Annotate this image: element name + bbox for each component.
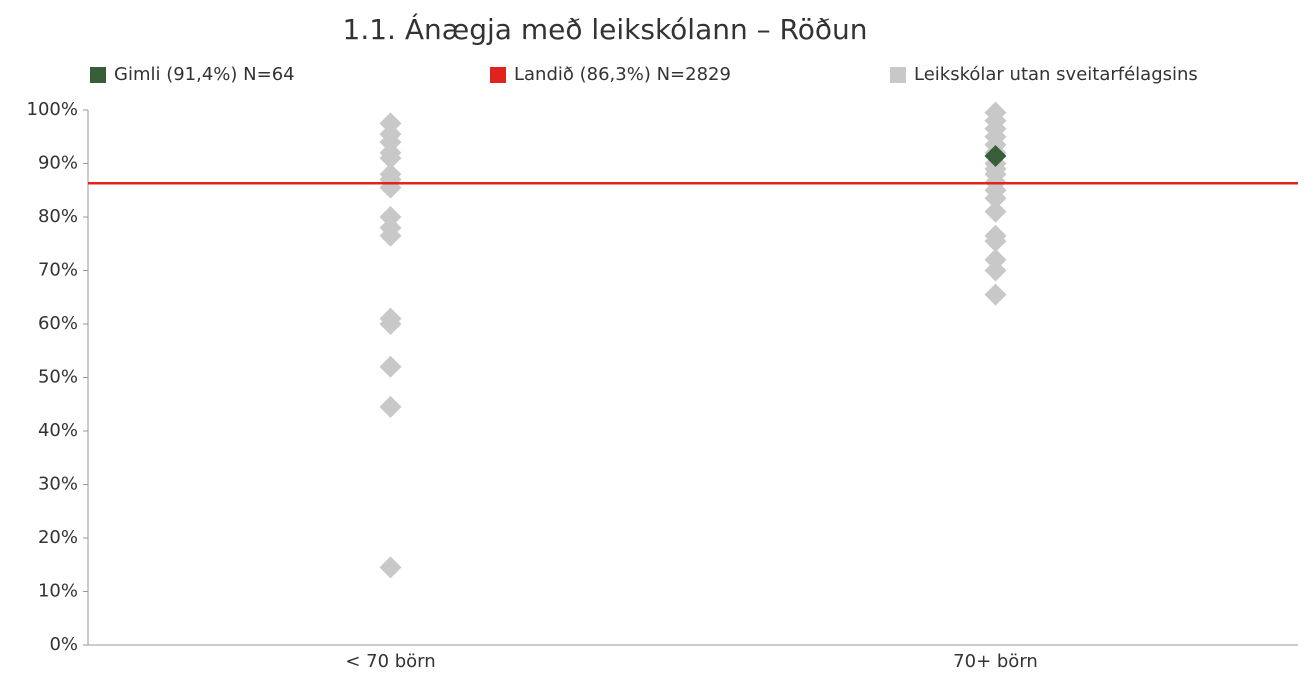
chart-title: 1.1. Ánægja með leikskólann – Röðun xyxy=(343,12,868,46)
y-tick-label: 100% xyxy=(27,99,78,120)
legend-label: Leikskólar utan sveitarfélagsins xyxy=(914,64,1198,85)
y-tick-label: 70% xyxy=(38,260,78,281)
point xyxy=(379,395,402,418)
point xyxy=(984,283,1007,306)
legend-label: Gimli (91,4%) N=64 xyxy=(114,64,295,85)
y-tick-label: 50% xyxy=(38,367,78,388)
y-tick-label: 80% xyxy=(38,206,78,227)
legend-swatch xyxy=(890,67,906,83)
point xyxy=(984,259,1007,282)
y-tick-label: 10% xyxy=(38,581,78,602)
y-tick-label: 40% xyxy=(38,420,78,441)
y-tick-label: 90% xyxy=(38,153,78,174)
legend-swatch xyxy=(490,67,506,83)
y-tick-label: 20% xyxy=(38,527,78,548)
point xyxy=(379,224,402,247)
point xyxy=(379,313,402,335)
legend-swatch xyxy=(90,67,106,83)
point xyxy=(984,200,1007,223)
point xyxy=(984,230,1007,253)
point xyxy=(984,187,1007,210)
y-tick-label: 0% xyxy=(49,634,78,655)
point xyxy=(379,556,402,579)
point xyxy=(379,355,402,378)
legend-label: Landið (86,3%) N=2829 xyxy=(514,64,731,85)
x-tick-label: < 70 börn xyxy=(345,651,435,672)
x-tick-label: 70+ börn xyxy=(953,651,1038,672)
point xyxy=(379,147,402,170)
y-tick-label: 60% xyxy=(38,313,78,334)
point xyxy=(984,145,1007,168)
y-tick-label: 30% xyxy=(38,474,78,495)
